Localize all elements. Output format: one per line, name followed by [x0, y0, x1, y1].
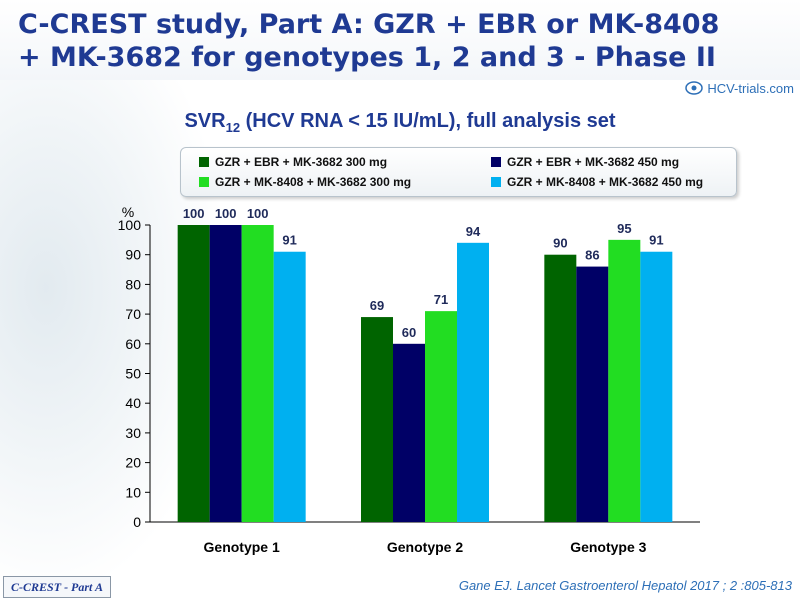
bar-genotype-2-series-4	[457, 242, 489, 522]
y-tick-label: 100	[118, 217, 142, 233]
bar-genotype-1-series-3	[241, 225, 274, 522]
logo-text: HCV-trials.com	[707, 80, 794, 96]
data-label: 90	[553, 236, 567, 251]
y-tick-label: 10	[125, 484, 141, 500]
bar-genotype-1-series-4	[273, 251, 306, 523]
legend-item-2: GZR + EBR + MK-3682 450 mg	[491, 155, 679, 169]
data-label: 60	[402, 325, 416, 340]
y-tick-label: 30	[125, 425, 141, 441]
title-line-1: C-CREST study, Part A: GZR + EBR or MK-8…	[18, 9, 720, 40]
y-tick-label: 20	[125, 455, 141, 471]
page-title: C-CREST study, Part A: GZR + EBR or MK-8…	[18, 8, 788, 74]
data-label: 91	[282, 233, 296, 248]
x-tick-label: Genotype 2	[387, 539, 463, 555]
bar-genotype-2-series-1	[361, 317, 393, 522]
y-tick-label: 90	[125, 247, 141, 263]
legend-label-3: GZR + MK-8408 + MK-3682 300 mg	[215, 175, 412, 189]
bar-genotype-3-series-3	[608, 239, 641, 522]
data-label: 69	[370, 298, 384, 313]
legend-label-2: GZR + EBR + MK-3682 450 mg	[507, 155, 680, 169]
legend-item-3: GZR + MK-8408 + MK-3682 300 mg	[199, 175, 411, 189]
bar-genotype-2-series-3	[425, 311, 457, 522]
y-tick-label: 40	[125, 395, 141, 411]
x-tick-label: Genotype 1	[204, 539, 280, 555]
chart-legend: GZR + EBR + MK-3682 300 mg GZR + EBR + M…	[180, 147, 737, 197]
logo-icon	[685, 81, 704, 95]
subtitle-suffix: (HCV RNA < 15 IU/mL), full analysis set	[240, 110, 616, 132]
legend-item-4: GZR + MK-8408 + MK-3682 450 mg	[491, 175, 703, 189]
legend-swatch-2	[491, 157, 501, 167]
y-axis-label: %	[122, 204, 134, 220]
y-tick-label: 0	[133, 514, 141, 530]
title-line-2: + MK-3682 for genotypes 1, 2 and 3 - Pha…	[18, 42, 716, 73]
bar-genotype-1-series-1	[177, 225, 210, 522]
data-label: 100	[183, 206, 205, 221]
data-label: 94	[466, 224, 481, 239]
bar-genotype-3-series-1	[544, 254, 577, 522]
title-banner	[0, 0, 800, 80]
bar-genotype-2-series-2	[393, 343, 425, 522]
y-tick-label: 60	[125, 336, 141, 352]
citation: Gane EJ. Lancet Gastroenterol Hepatol 20…	[458, 578, 792, 593]
chart-subtitle: SVR12 (HCV RNA < 15 IU/mL), full analysi…	[0, 110, 800, 135]
legend-swatch-4	[491, 177, 501, 187]
data-label: 86	[585, 248, 599, 263]
y-tick-label: 80	[125, 276, 141, 292]
data-label: 71	[434, 292, 448, 307]
legend-swatch-3	[199, 177, 209, 187]
data-label: 100	[215, 206, 237, 221]
subtitle-prefix: SVR	[184, 110, 226, 132]
data-label: 100	[247, 206, 269, 221]
bar-genotype-3-series-4	[640, 251, 673, 523]
data-label: 91	[649, 233, 663, 248]
bar-genotype-1-series-2	[209, 225, 242, 522]
y-tick-label: 70	[125, 306, 141, 322]
legend-label-1: GZR + EBR + MK-3682 300 mg	[215, 155, 388, 169]
subtitle-subscript: 12	[225, 120, 241, 135]
x-tick-label: Genotype 3	[570, 539, 646, 555]
bar-genotype-3-series-2	[576, 266, 609, 522]
legend-item-1: GZR + EBR + MK-3682 300 mg	[199, 155, 387, 169]
legend-label-4: GZR + MK-8408 + MK-3682 450 mg	[507, 175, 704, 189]
y-tick-label: 50	[125, 366, 141, 382]
legend-swatch-1	[199, 157, 209, 167]
study-tag: C-CREST - Part A	[3, 576, 111, 598]
site-logo: HCV-trials.com	[685, 78, 794, 98]
data-label: 95	[617, 221, 631, 236]
